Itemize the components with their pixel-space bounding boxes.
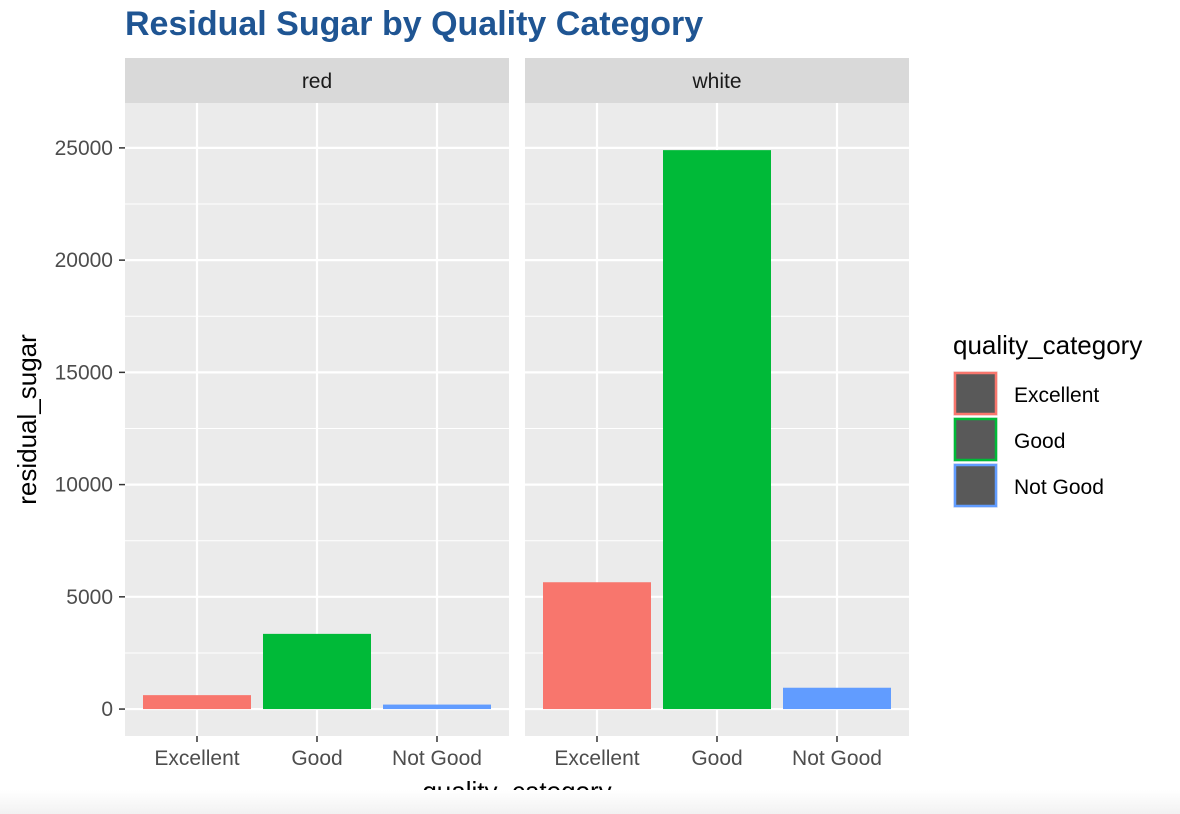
bar-red-not-good [383,704,491,710]
facet-strip-label: white [691,70,741,93]
y-tick-label: 20000 [55,249,113,272]
y-tick-label: 15000 [55,361,113,384]
facet-strip [125,58,509,103]
facet-panel-white: white Excellent Good Not Good [525,58,909,770]
x-tick-label: Good [291,747,342,770]
y-tick-label: 25000 [55,137,113,160]
y-tick-label: 10000 [55,474,113,497]
bar-white-excellent [543,582,651,710]
legend-label: Not Good [1014,476,1104,499]
bar-red-excellent [143,695,251,710]
legend-label: Good [1014,430,1065,453]
legend-swatch [953,371,998,416]
y-tick-label: 5000 [66,586,113,609]
legend-swatch [953,417,998,462]
facet-panels: red Excellent Good Not Good white Excellent Go… [125,58,909,770]
bar-white-good [663,150,771,710]
y-tick-label: 0 [101,698,113,721]
x-tick-label: Excellent [154,747,239,770]
legend-title: quality_category [953,330,1142,360]
legend-label: Excellent [1014,384,1099,407]
facet-strip-label: red [302,70,332,93]
legend-swatch [953,463,998,508]
legend: quality_category Excellent Good Not Good [953,330,1142,508]
bar-red-good [263,633,371,710]
legend-entry-good: Good [953,417,1065,462]
x-tick-label: Excellent [554,747,639,770]
x-tick-label: Not Good [792,747,882,770]
x-tick-label: Good [691,747,742,770]
legend-entry-excellent: Excellent [953,371,1099,416]
y-axis-title: residual_sugar [12,334,42,505]
bottom-fade [0,790,1180,814]
legend-entry-not-good: Not Good [953,463,1104,508]
chart-title: Residual Sugar by Quality Category [125,5,703,43]
facet-panel-red: red Excellent Good Not Good [125,58,509,770]
y-axis: 0 5000 10000 15000 20000 25000 [55,137,125,721]
bar-white-not-good [783,687,891,710]
x-tick-label: Not Good [392,747,482,770]
facet-strip [525,58,909,103]
